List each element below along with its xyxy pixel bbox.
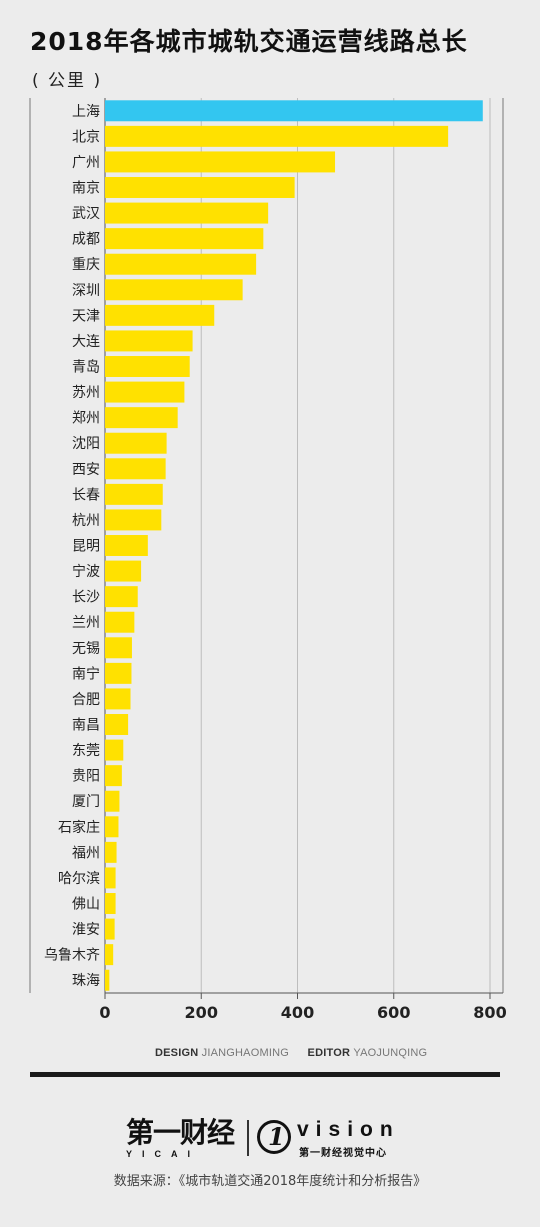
bar-27 — [105, 765, 122, 787]
category-label-27: 贵阳 — [72, 769, 100, 785]
category-label-22: 无锡 — [72, 641, 100, 657]
category-label-35: 珠海 — [72, 973, 100, 989]
category-label-21: 兰州 — [72, 615, 100, 631]
bar-4 — [105, 177, 295, 198]
bar-5 — [105, 202, 269, 224]
category-label-31: 哈尔滨 — [58, 871, 100, 887]
credits: DESIGN JIANGHAOMING EDITOR YAOJUNQING — [155, 1047, 427, 1059]
bar-19 — [105, 560, 142, 582]
bar-17 — [105, 509, 162, 531]
editor-name: YAOJUNQING — [353, 1047, 428, 1059]
bar-32 — [105, 893, 116, 914]
category-label-18: 昆明 — [72, 539, 100, 555]
yicai-logo-text: 第一财经 — [126, 1116, 235, 1149]
bar-13 — [105, 407, 178, 429]
category-label-17: 杭州 — [72, 513, 100, 529]
bar-33 — [105, 918, 115, 940]
bar-20 — [105, 586, 138, 608]
design-label: DESIGN — [155, 1047, 199, 1059]
category-label-8: 深圳 — [72, 283, 100, 299]
x-tick-label-0: 0 — [99, 1003, 110, 1022]
category-label-3: 广州 — [72, 155, 100, 171]
vision-circle-icon — [257, 1120, 291, 1154]
bar-30 — [105, 841, 117, 863]
vision-logo: 1 vision 第一财经视觉中心 — [257, 1118, 417, 1160]
category-label-23: 南宁 — [72, 665, 100, 682]
category-label-20: 长沙 — [72, 590, 100, 606]
editor-label: EDITOR — [307, 1047, 351, 1059]
category-label-2: 北京 — [72, 129, 100, 145]
category-label-30: 福州 — [72, 845, 100, 861]
bar-6 — [105, 228, 264, 250]
category-label-16: 长春 — [72, 487, 100, 503]
x-tick-label-200: 200 — [185, 1003, 218, 1022]
bar-10 — [105, 330, 193, 352]
category-label-12: 苏州 — [72, 385, 100, 401]
category-label-26: 东莞 — [72, 743, 100, 759]
bar-21 — [105, 611, 135, 633]
category-label-34: 乌鲁木齐 — [44, 948, 100, 964]
bar-11 — [105, 356, 190, 377]
chart-category-labels: 上海北京广州南京武汉成都重庆深圳天津大连青岛苏州郑州沈阳西安长春杭州昆明宁波长沙… — [44, 104, 100, 989]
chart-grid — [29, 98, 504, 993]
bar-14 — [105, 432, 167, 454]
category-label-5: 武汉 — [72, 206, 100, 222]
bar-7 — [105, 253, 257, 275]
page-title: 2018年各城市城轨交通运营线路总长 — [30, 27, 468, 56]
category-label-1: 上海 — [72, 104, 100, 120]
footer-divider — [30, 1072, 500, 1077]
bar-8 — [105, 279, 243, 301]
category-label-6: 成都 — [72, 232, 100, 248]
chart-bars — [105, 100, 483, 991]
category-label-15: 西安 — [72, 462, 100, 478]
vision-number: 1 — [268, 1122, 285, 1151]
bar-chart: 上海北京广州南京武汉成都重庆深圳天津大连青岛苏州郑州沈阳西安长春杭州昆明宁波长沙… — [29, 98, 507, 1022]
category-label-7: 重庆 — [72, 257, 100, 273]
bar-26 — [105, 739, 124, 761]
unit-label: ( 公里 ) — [32, 71, 103, 91]
category-label-33: 淮安 — [72, 922, 100, 938]
category-label-28: 厦门 — [72, 794, 100, 810]
bar-31 — [105, 867, 116, 889]
category-label-14: 沈阳 — [72, 436, 100, 452]
bar-25 — [105, 714, 129, 735]
category-label-19: 宁波 — [72, 563, 100, 580]
chart-x-axis: 0 200 400 600 800 — [99, 992, 507, 1022]
category-label-9: 天津 — [72, 308, 100, 324]
design-name: JIANGHAOMING — [201, 1047, 289, 1059]
yicai-logo: 第一财经 YICAI — [126, 1118, 236, 1162]
category-label-10: 大连 — [72, 334, 100, 350]
data-source: 数据来源：《城市轨道交通2018年度统计和分析报告》 — [113, 1174, 427, 1189]
x-tick-label-600: 600 — [377, 1003, 410, 1022]
x-tick-label-800: 800 — [473, 1003, 506, 1022]
bar-3 — [105, 151, 336, 173]
category-label-4: 南京 — [72, 181, 100, 197]
bar-29 — [105, 816, 119, 838]
yicai-logo-sub: YICAI — [126, 1149, 201, 1159]
category-label-29: 石家庄 — [58, 819, 100, 836]
vision-cn: 第一财经视觉中心 — [299, 1148, 387, 1159]
bar-2 — [105, 125, 449, 147]
bar-12 — [105, 381, 185, 403]
category-label-13: 郑州 — [72, 411, 100, 427]
vision-word: vision — [297, 1118, 400, 1141]
category-label-24: 合肥 — [72, 692, 100, 708]
bar-9 — [105, 304, 215, 326]
bar-23 — [105, 662, 132, 684]
bar-16 — [105, 483, 163, 505]
x-tick-label-400: 400 — [281, 1003, 314, 1022]
bar-34 — [105, 944, 114, 966]
bar-24 — [105, 688, 131, 710]
bar-28 — [105, 790, 120, 812]
bar-18 — [105, 535, 148, 556]
category-label-25: 南昌 — [72, 718, 100, 734]
category-label-32: 佛山 — [72, 897, 100, 913]
category-label-11: 青岛 — [72, 360, 100, 376]
bar-22 — [105, 637, 132, 659]
bar-1 — [105, 100, 483, 122]
bar-35 — [105, 969, 110, 991]
logo-separator — [247, 1120, 249, 1156]
bar-15 — [105, 458, 166, 480]
